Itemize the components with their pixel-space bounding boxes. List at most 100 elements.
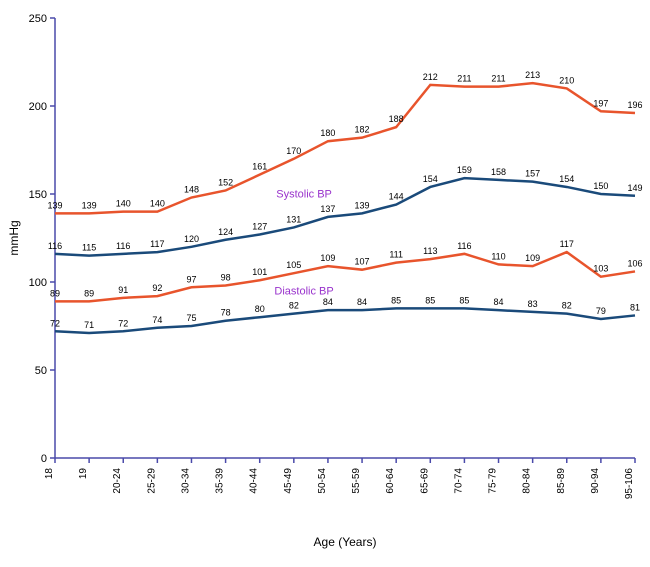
x-tick-label: 25-29 [146,468,157,494]
x-tick-label: 19 [78,468,89,480]
data-label: 79 [596,306,606,316]
data-label: 101 [252,267,267,277]
data-label: 180 [320,128,335,138]
x-axis-title: Age (Years) [314,535,377,549]
y-tick-label: 150 [29,189,47,201]
data-label: 110 [491,251,505,261]
data-label: 111 [389,250,403,260]
data-label: 84 [357,297,367,307]
data-label: 212 [423,72,438,82]
data-label: 158 [491,167,506,177]
data-label: 137 [320,204,335,214]
data-label: 91 [118,285,128,295]
data-label: 116 [457,241,471,251]
data-label: 117 [560,239,574,249]
data-label: 89 [50,288,60,298]
data-label: 85 [459,295,469,305]
data-label: 197 [593,98,608,108]
data-label: 150 [593,181,608,191]
x-tick-label: 85-89 [556,468,567,494]
data-label: 84 [323,297,333,307]
annotation-1: Diastolic BP [274,285,333,297]
data-label: 139 [82,200,97,210]
data-label: 161 [252,162,267,172]
data-label: 159 [457,165,472,175]
annotation-0: Systolic BP [276,189,332,201]
data-label: 81 [630,302,640,312]
data-label: 139 [355,200,370,210]
y-tick-label: 50 [35,365,47,377]
data-label: 89 [84,288,94,298]
data-label: 140 [116,199,131,209]
data-label: 78 [221,308,231,318]
x-tick-label: 35-39 [215,468,226,494]
data-label: 139 [47,200,62,210]
x-tick-label: 90-94 [590,468,601,494]
x-tick-label: 18 [44,468,55,480]
series-line-2 [55,252,635,301]
data-label: 103 [593,264,608,274]
x-tick-label: 65-69 [419,468,430,494]
data-label: 113 [423,246,437,256]
data-label: 115 [82,243,96,253]
data-label: 131 [286,214,301,224]
y-tick-label: 0 [41,453,47,465]
data-label: 71 [84,320,94,330]
data-label: 170 [286,146,301,156]
data-label: 75 [186,313,196,323]
data-label: 154 [423,174,438,184]
data-label: 127 [252,221,267,231]
data-label: 92 [152,283,162,293]
data-label: 117 [150,239,164,249]
x-tick-label: 60-64 [385,468,396,494]
data-label: 85 [391,295,401,305]
data-label: 148 [184,185,199,195]
x-tick-label: 80-84 [522,468,533,494]
y-axis-title: mmHg [7,220,21,255]
x-tick-label: 70-74 [453,468,464,494]
data-label: 182 [355,125,370,135]
data-label: 124 [218,227,233,237]
series-line-0 [55,83,635,213]
data-label: 140 [150,199,165,209]
series-line-3 [55,308,635,333]
data-label: 210 [559,75,574,85]
y-tick-label: 200 [29,101,47,113]
data-label: 196 [627,100,642,110]
data-label: 97 [186,274,196,284]
data-label: 82 [562,301,572,311]
data-label: 152 [218,177,233,187]
data-label: 85 [425,295,435,305]
x-tick-label: 75-79 [488,468,499,494]
data-label: 154 [559,174,574,184]
y-tick-label: 250 [29,13,47,25]
data-label: 72 [118,318,128,328]
x-tick-label: 30-34 [180,468,191,494]
data-label: 84 [494,297,504,307]
data-label: 211 [491,74,505,84]
data-label: 149 [627,183,642,193]
x-tick-label: 50-54 [317,468,328,494]
data-label: 116 [48,241,62,251]
data-label: 72 [50,318,60,328]
data-label: 144 [389,192,404,202]
data-label: 83 [528,299,538,309]
x-tick-label: 20-24 [112,468,123,494]
x-tick-label: 40-44 [249,468,260,494]
data-label: 98 [221,273,231,283]
x-tick-label: 95-106 [624,468,635,500]
series-line-1 [55,178,635,255]
data-label: 80 [255,304,265,314]
data-label: 109 [320,253,335,263]
y-tick-label: 100 [29,277,47,289]
data-label: 213 [525,70,540,80]
line-chart: 0 50 100 150 200 250 mmHg 18 19 20-24 25-29 30-34 35… [0,0,650,562]
data-label: 106 [627,258,642,268]
data-label: 116 [116,241,130,251]
data-label: 82 [289,301,299,311]
data-label: 157 [525,169,540,179]
data-label: 211 [457,74,471,84]
x-tick-label: 45-49 [283,468,294,494]
data-label: 109 [525,253,540,263]
data-label: 188 [389,114,404,124]
